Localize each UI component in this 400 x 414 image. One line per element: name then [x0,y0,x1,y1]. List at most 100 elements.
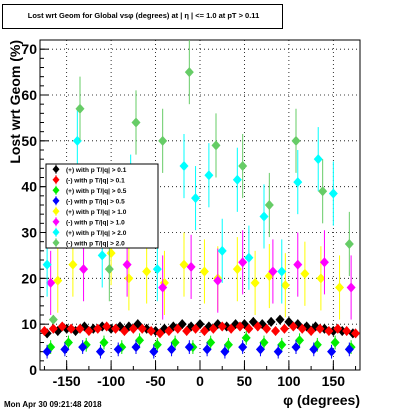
data-point [288,321,298,332]
data-point [344,238,354,249]
data-point [179,259,189,270]
data-point [155,328,165,339]
data-point [111,323,121,334]
y-tick-label: 40 [21,179,37,195]
legend-marker [52,207,60,216]
data-point [330,337,340,348]
legend-marker [52,217,60,226]
data-point [146,326,156,337]
data-point [42,346,52,357]
data-point [253,321,263,332]
data-point [262,323,272,334]
data-point [78,342,88,353]
data-point [202,344,212,355]
data-point [211,140,221,151]
data-point [42,259,52,270]
legend-label: (+) with p T/|q| > 0.5 [66,188,127,195]
data-point [184,67,194,78]
y-tick-label: 30 [21,225,37,241]
data-point [158,282,168,293]
data-point [182,326,192,337]
data-point [250,277,260,288]
y-tick-label: 10 [21,316,37,332]
data-point [213,275,223,286]
data-point [295,335,305,346]
data-point [318,186,328,197]
data-point [316,273,326,284]
data-point [306,326,316,337]
data-point [333,323,343,334]
data-point [199,266,209,277]
timestamp-footer: Mon Apr 30 09:21:48 2018 [4,400,102,409]
data-point [206,337,216,348]
data-point [232,174,242,185]
data-point [186,261,196,272]
data-point [39,326,49,337]
data-point [66,323,76,334]
data-point [152,339,162,350]
data-point [232,264,242,275]
data-point [268,266,278,277]
legend-label: (-) with p T/|q| > 2.0 [66,240,125,247]
data-point [204,170,214,181]
data-point [164,326,174,337]
x-tick-label: 50 [237,373,253,389]
x-tick-label: 0 [196,373,204,389]
data-point [93,323,103,334]
data-point [351,328,361,339]
legend-marker [52,238,60,247]
data-point [75,323,85,334]
data-point [128,323,138,334]
data-point [84,326,94,337]
data-point [137,323,147,334]
data-point [291,135,301,146]
data-point [238,257,248,268]
y-tick-label: 50 [21,133,37,149]
data-point [53,275,63,286]
data-point [275,314,285,325]
legend-label: (+) with p T/|q| > 2.0 [66,230,127,237]
data-point [179,161,189,172]
data-point [293,259,303,270]
data-point [208,323,218,334]
legend-marker [52,165,60,174]
data-point [223,339,233,350]
data-point [344,344,354,355]
data-point [48,314,58,325]
data-point [277,266,287,277]
data-point [244,252,254,263]
data-point [60,344,70,355]
x-tick-label: -150 [53,373,81,389]
y-tick-label: 0 [29,362,37,378]
data-point [217,245,227,256]
data-point [68,259,78,270]
legend-marker [52,228,60,237]
data-point [135,335,145,346]
y-axis-label: Lost wrt Geom (%) [7,40,23,164]
chart-title: Lost wrt Geom for Global vsφ (degrees) a… [27,11,260,20]
data-point [264,200,274,210]
legend-box [45,163,159,249]
legend-marker [52,196,60,205]
data-point [280,280,290,291]
data-point [279,323,289,334]
data-point [158,135,168,146]
data-point [131,342,141,353]
data-point [226,323,236,334]
legend-label: (+) with p T/|q| > 0.1 [66,167,127,174]
data-point [217,321,227,332]
data-point [184,342,194,353]
x-tick-label: 100 [277,373,301,389]
data-point [149,346,159,357]
x-tick-label: 150 [322,373,346,389]
y-tick-label: 20 [21,270,37,286]
data-point [346,282,356,293]
data-point [335,282,345,293]
data-point [342,326,352,337]
data-point [104,264,114,275]
legend-marker [52,186,60,195]
data-point [119,326,129,337]
x-tick-label: -50 [145,373,165,389]
data-point [319,257,329,268]
